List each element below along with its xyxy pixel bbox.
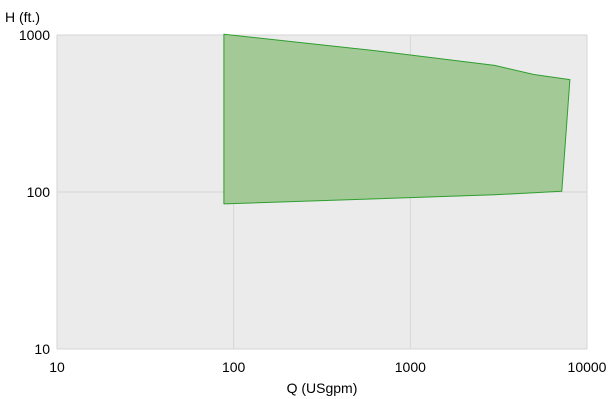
- y-tick-label: 100: [27, 184, 51, 200]
- tick-labels: 10 100 1000 10000 10 100 1000: [19, 27, 607, 375]
- x-tick-label: 100: [222, 359, 246, 375]
- series-layer: [223, 33, 571, 205]
- y-axis-label: H (ft.): [5, 9, 40, 25]
- y-tick-label: 10: [34, 341, 50, 357]
- x-tick-label: 10: [49, 359, 65, 375]
- x-tick-label: 1000: [395, 359, 426, 375]
- operating-range-area: [223, 33, 571, 205]
- y-tick-label: 1000: [19, 27, 50, 43]
- x-tick-label: 10000: [568, 359, 607, 375]
- x-axis-label: Q (USgpm): [287, 380, 358, 396]
